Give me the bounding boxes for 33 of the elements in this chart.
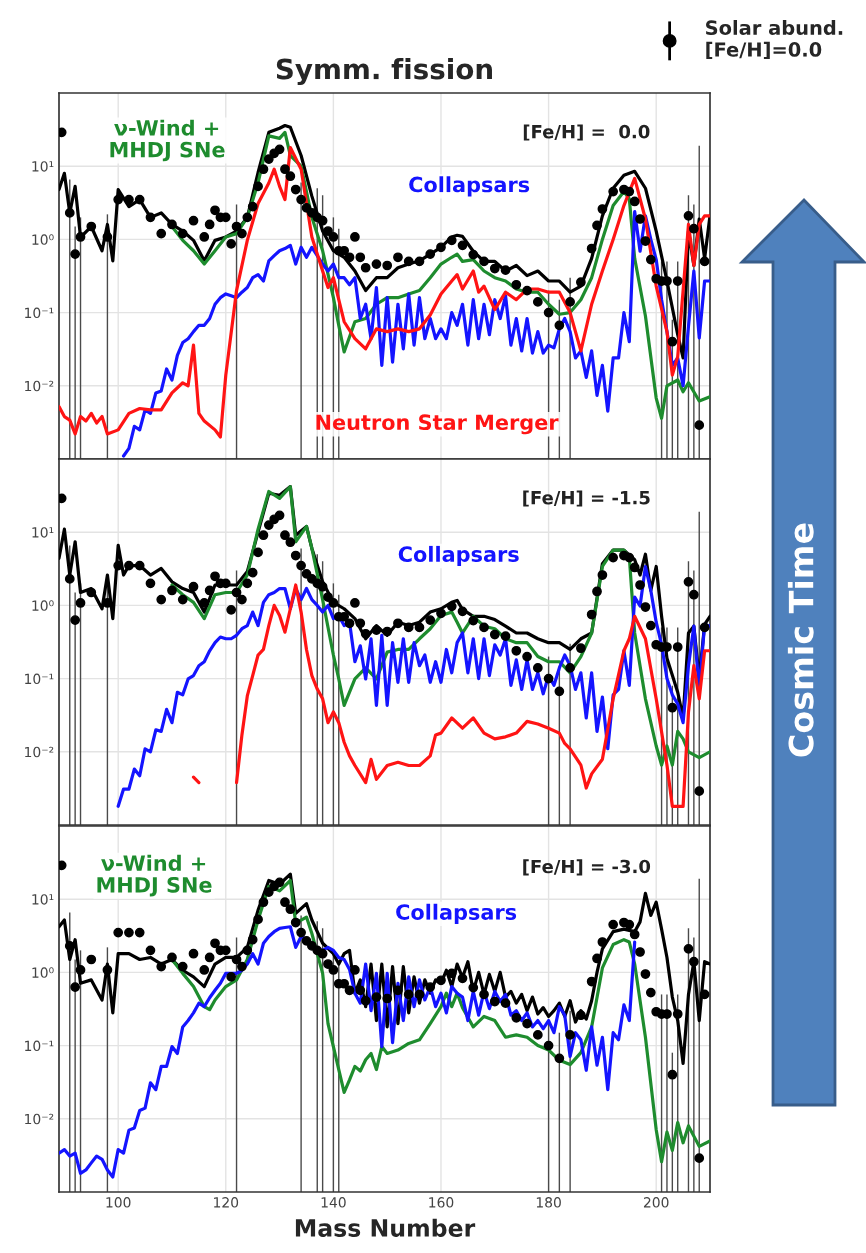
line-series <box>116 564 710 808</box>
x-tick-label: 100 <box>106 1197 131 1208</box>
x-axis-title: Mass Number <box>295 1218 476 1237</box>
legend-label: Solar abund. [Fe/H]=0.0 <box>706 20 843 60</box>
text: Neutron Star Merger <box>316 414 559 435</box>
y-tick-label: 10¹ <box>32 894 54 905</box>
annotation: [Fe/H] = -1.5 <box>523 490 650 507</box>
text: Collapsars <box>409 176 530 197</box>
text: ν-Wind + MHDJ SNe <box>97 854 212 897</box>
x-tick-label: 180 <box>536 1197 561 1208</box>
annotation: [Fe/H] = 0.0 <box>523 124 650 141</box>
y-tick-label: 10⁰ <box>32 967 54 978</box>
y-tick-label: 10⁻¹ <box>25 1040 54 1052</box>
x-tick-label: 120 <box>214 1197 239 1208</box>
line-series <box>121 209 710 458</box>
text: Cosmic Time <box>787 523 814 757</box>
chart-title: Symm. fission <box>276 58 492 86</box>
x-tick-label: 200 <box>643 1197 669 1208</box>
y-tick-label: 10⁰ <box>32 600 54 611</box>
x-tick-label: 160 <box>429 1197 454 1208</box>
y-tick-label: 10⁻¹ <box>25 307 54 319</box>
y-tick-label: 10⁻² <box>25 746 54 758</box>
series-label: ν-Wind + MHDJ SNe <box>110 119 225 162</box>
y-tick-label: 10¹ <box>32 527 54 538</box>
y-tick-label: 10¹ <box>32 161 54 172</box>
text: Collapsars <box>396 903 517 924</box>
text: Collapsars <box>398 545 519 567</box>
annotation: [Fe/H] = -3.0 <box>523 859 651 876</box>
y-tick-label: 10⁻¹ <box>25 673 54 685</box>
y-tick-label: 10⁻² <box>25 380 54 392</box>
y-tick-label: 10⁻² <box>25 1113 54 1125</box>
y-tick-label: 10⁰ <box>32 234 54 245</box>
x-tick-label: 140 <box>321 1197 346 1208</box>
